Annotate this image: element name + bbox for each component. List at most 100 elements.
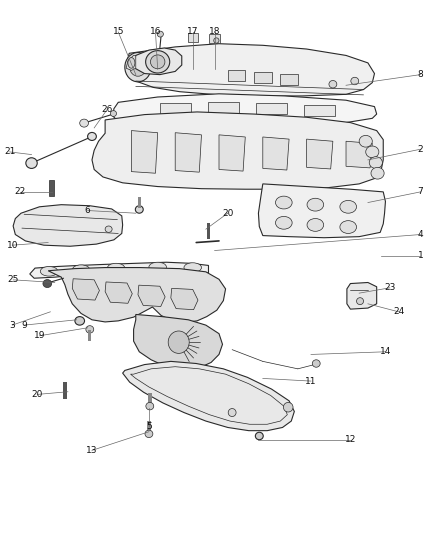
Polygon shape (258, 184, 385, 238)
Polygon shape (134, 48, 182, 75)
Ellipse shape (276, 216, 292, 229)
Bar (147, 421, 151, 434)
Ellipse shape (157, 31, 163, 37)
Polygon shape (131, 131, 158, 173)
Text: 14: 14 (380, 348, 391, 356)
Ellipse shape (80, 119, 88, 127)
Polygon shape (175, 133, 201, 172)
Bar (88, 330, 91, 341)
Ellipse shape (357, 297, 364, 305)
Ellipse shape (276, 196, 292, 209)
Ellipse shape (110, 110, 117, 117)
Polygon shape (134, 314, 223, 369)
Text: 5: 5 (146, 422, 152, 431)
Ellipse shape (351, 77, 359, 85)
Text: 23: 23 (384, 284, 396, 292)
Ellipse shape (366, 146, 379, 158)
Text: 18: 18 (209, 28, 220, 36)
Polygon shape (347, 282, 377, 309)
Ellipse shape (72, 265, 90, 274)
Bar (304, 105, 335, 116)
Text: 19: 19 (34, 332, 45, 340)
Ellipse shape (228, 408, 236, 417)
Bar (209, 34, 220, 43)
Text: 11: 11 (305, 377, 317, 385)
Ellipse shape (86, 326, 94, 333)
Bar (207, 223, 210, 239)
Ellipse shape (130, 58, 146, 76)
Bar (254, 72, 272, 83)
Polygon shape (113, 94, 377, 123)
Ellipse shape (369, 157, 382, 168)
Bar (63, 382, 67, 399)
Polygon shape (307, 139, 333, 169)
Text: 22: 22 (14, 188, 25, 196)
Polygon shape (263, 137, 289, 170)
Ellipse shape (75, 317, 85, 325)
Ellipse shape (214, 38, 219, 43)
Polygon shape (123, 361, 294, 431)
Ellipse shape (371, 167, 384, 179)
Text: 24: 24 (393, 308, 404, 316)
Ellipse shape (184, 263, 201, 272)
Ellipse shape (340, 200, 357, 213)
Ellipse shape (107, 263, 125, 273)
Text: 26: 26 (102, 105, 113, 114)
Text: 17: 17 (187, 28, 198, 36)
Text: 2: 2 (418, 145, 423, 154)
Bar (160, 103, 191, 114)
Bar (280, 74, 298, 85)
Text: 1: 1 (417, 252, 424, 260)
Polygon shape (171, 288, 198, 310)
Bar (148, 393, 152, 407)
Bar (188, 33, 198, 42)
Polygon shape (219, 135, 245, 171)
Ellipse shape (128, 58, 135, 68)
Polygon shape (126, 44, 374, 96)
Ellipse shape (145, 51, 170, 73)
Polygon shape (72, 279, 99, 300)
Polygon shape (92, 112, 383, 189)
Text: 25: 25 (7, 276, 19, 284)
Ellipse shape (359, 135, 372, 147)
Bar (138, 197, 141, 208)
Ellipse shape (329, 80, 337, 88)
Text: 4: 4 (418, 230, 423, 239)
Ellipse shape (105, 226, 112, 232)
Text: 20: 20 (32, 390, 43, 399)
Ellipse shape (312, 360, 320, 367)
Text: 12: 12 (345, 435, 356, 444)
Polygon shape (126, 55, 136, 70)
Text: 8: 8 (417, 70, 424, 79)
Ellipse shape (125, 53, 151, 82)
Polygon shape (346, 141, 372, 168)
Text: 15: 15 (113, 28, 124, 36)
Text: 21: 21 (4, 148, 15, 156)
Text: 7: 7 (417, 188, 424, 196)
Polygon shape (105, 282, 132, 303)
Ellipse shape (43, 279, 52, 288)
Bar (256, 103, 287, 114)
Ellipse shape (168, 331, 189, 353)
Ellipse shape (146, 402, 154, 410)
Text: 10: 10 (7, 241, 18, 249)
Text: 6: 6 (85, 206, 91, 215)
Ellipse shape (135, 206, 143, 213)
Polygon shape (138, 285, 165, 306)
Ellipse shape (340, 221, 357, 233)
Ellipse shape (26, 158, 37, 168)
Polygon shape (48, 268, 226, 322)
Polygon shape (30, 262, 208, 278)
Bar (208, 102, 239, 113)
Bar (228, 70, 245, 81)
Ellipse shape (88, 132, 96, 141)
Text: 9: 9 (21, 321, 27, 329)
Ellipse shape (307, 198, 324, 211)
Ellipse shape (307, 219, 324, 231)
Ellipse shape (145, 430, 153, 438)
Text: 16: 16 (150, 28, 161, 36)
Ellipse shape (283, 402, 293, 412)
Text: 3: 3 (9, 321, 15, 329)
Text: 13: 13 (86, 446, 98, 455)
Polygon shape (13, 205, 123, 246)
